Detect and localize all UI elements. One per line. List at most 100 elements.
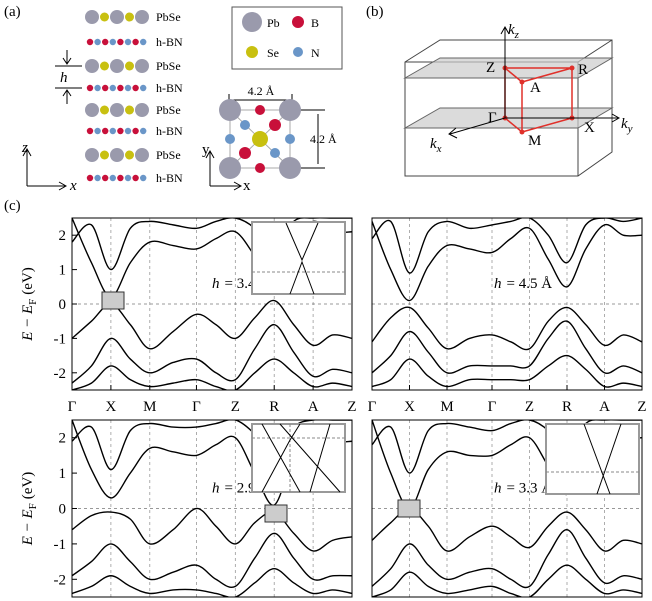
x-tick-label: Z [347, 399, 356, 415]
annotation: h= 3.3 Å [494, 481, 552, 497]
n-atom [94, 39, 100, 45]
k-point-label: M [528, 133, 541, 149]
panel-label: (c) [4, 198, 21, 214]
k-point-label: Γ [488, 110, 497, 126]
layer-label: PbSe [156, 148, 181, 162]
n-atom [293, 47, 303, 57]
b-atom [117, 85, 123, 91]
y-axis-label-part: E − E [20, 305, 36, 342]
k-point-label: A [530, 80, 541, 96]
zoom-box [102, 292, 124, 309]
legend-label: B [311, 16, 319, 30]
x-tick-label: A [308, 399, 319, 415]
n-atom [110, 39, 116, 45]
se-atom [125, 13, 134, 22]
k-axis-label-part: z [514, 29, 520, 41]
b-atom [132, 39, 138, 45]
annotation-part: h [212, 276, 220, 292]
axes-arrows [23, 149, 66, 190]
n-atom [140, 85, 146, 91]
pb-atom [135, 10, 149, 24]
b-atom [102, 175, 108, 181]
inset [252, 222, 345, 294]
top-view [219, 99, 301, 179]
y-axis-label-part: F [27, 503, 39, 509]
x-tick-label: Z [525, 399, 534, 415]
y-axis-label: E − EF(eV) [20, 472, 39, 547]
y-tick-label: 0 [59, 502, 67, 518]
se-atom [125, 106, 134, 115]
y-tick-label: -1 [54, 537, 67, 553]
b-atom [87, 175, 93, 181]
pb-atom [85, 59, 99, 73]
zoom-box [398, 500, 420, 517]
y-tick-label: 1 [59, 466, 67, 482]
legend-label: Pb [267, 16, 280, 30]
spacing-label: h [60, 70, 68, 86]
n-atom [125, 39, 131, 45]
band [72, 569, 352, 598]
overlays [102, 222, 639, 522]
b-atom [87, 39, 93, 45]
k-axis-label: ky [621, 116, 633, 135]
y-tick-label: 1 [59, 263, 67, 279]
pb-atom [135, 103, 149, 117]
band [372, 217, 642, 273]
legend-label: Se [267, 46, 279, 60]
b-atom [87, 128, 93, 134]
pb-atom [110, 148, 124, 162]
y-tick-label: 0 [59, 297, 67, 313]
b-atom [132, 128, 138, 134]
x-tick-label: Γ [68, 399, 77, 415]
y-tick-label: -1 [54, 331, 67, 347]
k-axis-label-part: y [627, 123, 633, 135]
x-tick-label: X [404, 399, 415, 415]
layer-label: PbSe [156, 103, 181, 117]
panel-label: (a) [4, 4, 21, 20]
b-atom [102, 85, 108, 91]
zoom-box [265, 505, 287, 522]
y-tick-label: -2 [54, 572, 67, 588]
n-atom [140, 128, 146, 134]
layer-label: PbSe [156, 59, 181, 73]
k-point-label: Z [486, 60, 495, 76]
n-atom [94, 128, 100, 134]
y-axis-label-part: E − E [20, 509, 36, 546]
panel-label: (b) [366, 4, 384, 20]
n-atom [110, 175, 116, 181]
annotation-part: h [494, 276, 502, 292]
band [72, 533, 352, 587]
annotation-part: h [212, 481, 220, 497]
figure: -2-1012ΓXMΓZRAZE − EF(eV)h= 3.4 ÅΓXMΓZRA… [0, 0, 652, 601]
se-atom [100, 106, 109, 115]
band [372, 321, 642, 373]
b-atom [102, 128, 108, 134]
x-tick-label: M [440, 399, 453, 415]
x-tick-label: Γ [192, 399, 201, 415]
pb-atom [110, 59, 124, 73]
x-tick-label: M [143, 399, 156, 415]
x-tick-label: Z [637, 399, 646, 415]
pb-atom [135, 148, 149, 162]
b-atom [87, 85, 93, 91]
inset [546, 424, 639, 494]
se-atom [100, 151, 109, 160]
layer-label: h-BN [156, 81, 183, 95]
pb-atom [135, 59, 149, 73]
legend-label: N [311, 46, 320, 60]
b-atom [132, 85, 138, 91]
x-tick-label: Z [231, 399, 240, 415]
y-axis-label-part: (eV) [20, 267, 36, 294]
x-tick-label: R [269, 399, 279, 415]
b-atom [292, 16, 304, 28]
pb-atom [85, 148, 99, 162]
axis-label: x [69, 178, 77, 194]
annotation-part: = 4.5 Å [507, 276, 553, 292]
y-tick-label: 2 [59, 431, 67, 447]
y-axis-label-part: F [27, 299, 39, 305]
n-atom [110, 128, 116, 134]
pb-atom [85, 10, 99, 24]
se-atom [100, 62, 109, 71]
n-atom [94, 175, 100, 181]
